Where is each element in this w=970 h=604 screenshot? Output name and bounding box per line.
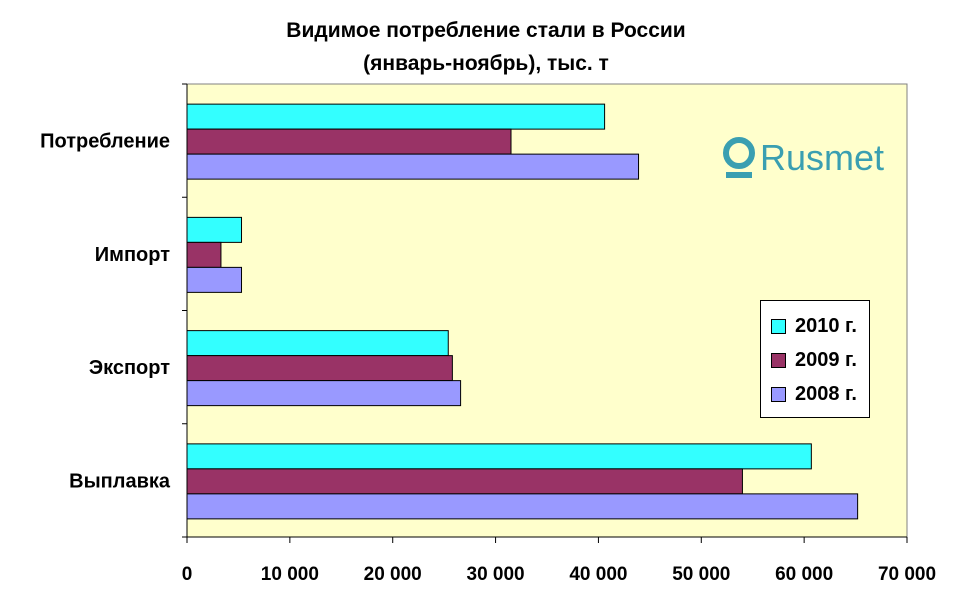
- rusmet-logo-text: Rusmet: [760, 137, 885, 178]
- rusmet-logo: Rusmet: [722, 136, 884, 180]
- bar-2010-cat-3: [186, 103, 606, 130]
- category-label-1: Экспорт: [89, 357, 170, 379]
- bar-2010-cat-2: [186, 216, 243, 243]
- bar-2010-cat-1: [186, 330, 449, 357]
- legend-label-2009: 2009 г.: [795, 348, 857, 371]
- x-tick-label-6: 60 000: [775, 564, 833, 585]
- x-tick-label-7: 70 000: [878, 564, 936, 585]
- x-tick-label-1: 10 000: [261, 564, 319, 585]
- category-label-0: Выплавка: [69, 470, 171, 492]
- legend-item-2010: 2010 г.: [761, 309, 869, 343]
- x-tick-label-0: 0: [182, 564, 193, 585]
- x-tick-label-3: 30 000: [467, 564, 525, 585]
- bar-2009-cat-1: [186, 355, 453, 382]
- rusmet-logo-icon: [723, 137, 755, 178]
- legend-label-2008: 2008 г.: [795, 382, 857, 405]
- chart-title: Видимое потребление стали в России (янва…: [186, 14, 786, 80]
- x-tick-label-2: 20 000: [364, 564, 422, 585]
- chart-title-line-1: Видимое потребление стали в России: [286, 19, 686, 42]
- legend-swatch-2008: [771, 386, 786, 402]
- bar-2008-cat-2: [186, 266, 243, 293]
- legend: 2010 г. 2009 г. 2008 г.: [760, 300, 870, 418]
- chart-title-line-2: (январь-ноябрь), тыс. т: [363, 52, 609, 75]
- legend-label-2010: 2010 г.: [795, 314, 857, 337]
- x-tick-label-5: 50 000: [672, 564, 730, 585]
- bar-2010-cat-0: [186, 443, 812, 470]
- bar-2009-cat-3: [186, 128, 512, 155]
- legend-item-2008: 2008 г.: [761, 377, 869, 411]
- axes-group: [182, 83, 908, 543]
- x-tick-label-4: 40 000: [569, 564, 627, 585]
- bar-2009-cat-0: [186, 468, 743, 495]
- legend-swatch-2010: [771, 318, 786, 334]
- legend-item-2009: 2009 г.: [761, 343, 869, 377]
- category-label-2: Импорт: [95, 244, 170, 266]
- bars-group: [186, 103, 859, 520]
- bar-2008-cat-1: [186, 380, 462, 407]
- labels-group: Выплавка Экспорт Импорт Потребление 0 10 000 2…: [40, 131, 936, 585]
- category-label-3: Потребление: [40, 131, 170, 153]
- bar-2008-cat-3: [186, 153, 640, 180]
- bar-2009-cat-2: [186, 241, 222, 268]
- bar-2008-cat-0: [186, 493, 859, 520]
- legend-swatch-2009: [771, 352, 786, 368]
